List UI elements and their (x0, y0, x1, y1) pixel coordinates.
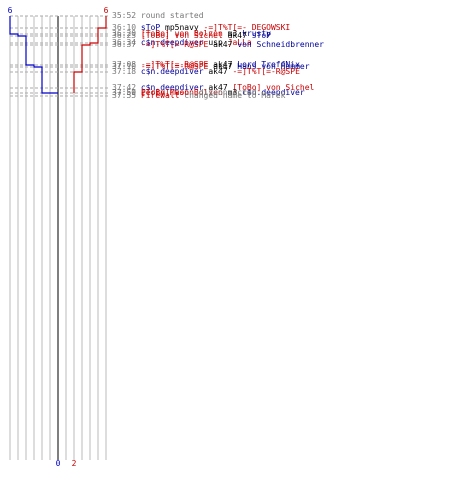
event-time: 36:20 (112, 29, 137, 38)
red-end-value-label: 2 (72, 459, 77, 468)
blue-end-value-label: 0 (56, 459, 61, 468)
event-text: changed name to Marek (179, 91, 286, 100)
event-row: 36:34 c$n.deepdiver usp JaLLa (112, 38, 252, 48)
event-text: -=]T%T[=- DEGOWSKI (203, 23, 291, 32)
event-time: 37:51 (112, 88, 137, 97)
event-text: c$n.deepdiver (140, 38, 204, 47)
event-text: -=]T%T[=-R@SPE (140, 62, 209, 71)
event-text: von Schneidbrenner (237, 40, 324, 49)
event-row: 37:51 Perry Mason disconnected (112, 88, 257, 98)
event-text: Firewall (140, 91, 180, 100)
event-time: 36:37 (112, 40, 137, 49)
event-text: -=]T%T[=-R@SPE (140, 40, 209, 49)
event-row: 36:10 sToP mp5navy -=]T%T[=- DEGOWSKI (112, 23, 290, 33)
event-row: 37:50 [ToBo] von Bolzen m3 c$n.deepdiver (112, 88, 305, 98)
series-line-blue (9, 16, 58, 94)
event-time: 37:10 (112, 62, 137, 71)
event-text: m3 (222, 29, 243, 38)
event-time: 36:10 (112, 23, 137, 32)
event-text: usp (203, 38, 228, 47)
event-text: ak47 (203, 83, 233, 92)
event-text: JaLLa (227, 38, 252, 47)
event-text: round started (140, 11, 204, 20)
event-row: 35:52 round started (112, 11, 204, 21)
event-text: ak47 (222, 31, 252, 40)
event-time: 37:42 (112, 83, 137, 92)
event-text: ak47 (203, 67, 233, 76)
red-start-value-label: 6 (104, 6, 109, 15)
blue-start-value-label: 6 (8, 6, 13, 15)
event-text: c$n.deepdiver (140, 83, 204, 92)
event-text: c$n.deepdiver (140, 67, 204, 76)
event-row: 36:20 [ToBo] von Bolzen m3 krusty (112, 29, 271, 39)
event-text: c$n.deepdiver (242, 88, 305, 97)
event-row: 37:10 -=]T%T[=-R@SPE ak47 Hans von Hamme… (112, 62, 310, 72)
event-text: sToP (140, 23, 161, 32)
event-text: [ToBo] von Bolzen (140, 29, 223, 38)
event-text: ak47 (208, 40, 238, 49)
event-text: Lord TreffNix (237, 60, 300, 69)
event-text: krusty (242, 29, 271, 38)
event-text: [ToBo] von Sichel (140, 31, 223, 40)
event-row: 37:08 -=]T%T[=-R@SPE ak47 Lord TreffNix (112, 60, 300, 70)
event-row: 37:18 c$n.deepdiver ak47 -=]T%T[=-R@SPE (112, 67, 300, 77)
series-line-red (73, 16, 107, 93)
event-text: m3 (222, 88, 243, 97)
event-text: [ToBo] von Bolzen (140, 88, 223, 97)
event-text: disconnected (193, 88, 257, 97)
event-text: ak47 (208, 62, 238, 71)
event-text: Perry Mason (140, 88, 194, 97)
event-row: 36:37 -=]T%T[=-R@SPE ak47 von Schneidbre… (112, 40, 324, 50)
event-text: [ToBo] von Sichel (232, 83, 315, 92)
event-text: -=]T%T[=-R@SPE (140, 60, 209, 69)
event-time: 37:55 (112, 91, 137, 100)
event-text: Hans von Hammer (237, 62, 310, 71)
event-row: 37:55 Firewall changed name to Marek (112, 91, 285, 101)
event-time: 35:52 (112, 11, 137, 20)
event-time: 36:34 (112, 38, 137, 47)
event-row: 36:23 [ToBo] von Sichel ak47 sToP (112, 31, 271, 41)
event-row: 37:42 c$n.deepdiver ak47 [ToBo] von Sich… (112, 83, 314, 93)
event-time: 36:23 (112, 31, 137, 40)
event-text: ak47 (208, 60, 238, 69)
event-text: mp5navy (160, 23, 204, 32)
event-time: 37:08 (112, 60, 137, 69)
event-time: 37:50 (112, 88, 137, 97)
event-text: -=]T%T[=-R@SPE (232, 67, 300, 76)
event-time: 37:18 (112, 67, 137, 76)
event-text: sToP (251, 31, 271, 40)
